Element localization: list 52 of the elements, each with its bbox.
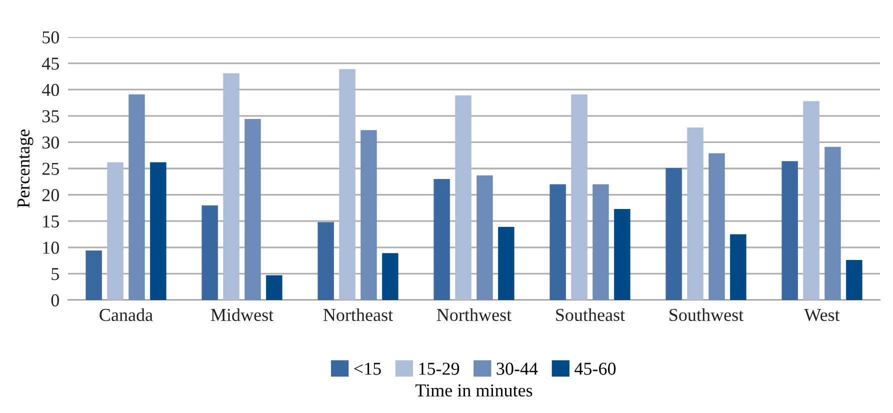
bar — [339, 69, 356, 300]
bar — [708, 153, 725, 300]
y-axis-title: Percentage — [18, 130, 34, 208]
legend-label: 15-29 — [419, 362, 460, 375]
bar — [730, 234, 746, 300]
bar — [782, 161, 798, 300]
y-tick-label: 35 — [42, 110, 59, 122]
bar — [846, 260, 862, 300]
y-tick-label: 10 — [43, 242, 59, 254]
bar — [266, 275, 282, 300]
x-tick-label: Northwest — [436, 308, 512, 322]
bar — [128, 94, 145, 300]
y-tick-label: 0 — [51, 294, 59, 306]
bar — [550, 184, 566, 300]
bar — [455, 95, 472, 300]
legend-label: 45-60 — [574, 362, 616, 375]
x-tick-label: Southwest — [670, 308, 744, 322]
y-tick-label: 5 — [52, 268, 59, 280]
x-tick-label: Canada — [100, 308, 153, 322]
bar — [86, 250, 102, 300]
y-tick-label: 45 — [42, 58, 59, 70]
x-tick-label: Southeast — [556, 308, 625, 322]
x-axis-title: Time in minutes — [415, 384, 532, 397]
bar — [150, 162, 166, 300]
bar — [318, 222, 334, 300]
bar — [498, 226, 514, 300]
bar — [244, 119, 261, 300]
x-tick-label: Northeast — [323, 308, 393, 322]
bar — [382, 253, 398, 300]
bar — [803, 101, 820, 300]
y-tick-label: 30 — [42, 136, 59, 149]
bar — [360, 130, 377, 300]
bar — [107, 162, 124, 300]
bar — [571, 94, 588, 300]
y-tick-label: 20 — [42, 189, 59, 202]
bar — [824, 146, 841, 300]
bar — [614, 209, 630, 300]
y-tick-label: 15 — [43, 215, 59, 228]
legend-label: <15 — [354, 362, 381, 375]
y-tick-label: 40 — [42, 84, 59, 96]
bar — [666, 168, 682, 300]
bar — [223, 73, 240, 300]
x-tick-label: West — [804, 309, 840, 322]
x-tick-label: Midwest — [210, 308, 274, 322]
y-tick-label: 25 — [42, 162, 59, 175]
bar — [202, 205, 218, 300]
bar — [434, 179, 450, 300]
bar — [592, 184, 609, 300]
legend-label: 30-44 — [496, 362, 538, 375]
bar — [687, 127, 704, 300]
y-tick-label: 50 — [42, 31, 59, 44]
bar — [476, 175, 493, 300]
